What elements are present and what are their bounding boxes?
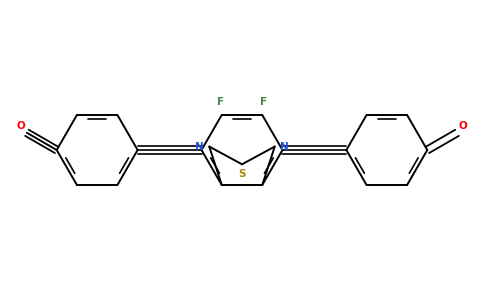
Text: F: F	[260, 97, 267, 107]
Text: N: N	[195, 142, 204, 152]
Text: O: O	[458, 122, 467, 131]
Text: O: O	[17, 122, 26, 131]
Text: N: N	[280, 142, 289, 152]
Text: S: S	[238, 169, 246, 178]
Text: F: F	[217, 97, 224, 107]
